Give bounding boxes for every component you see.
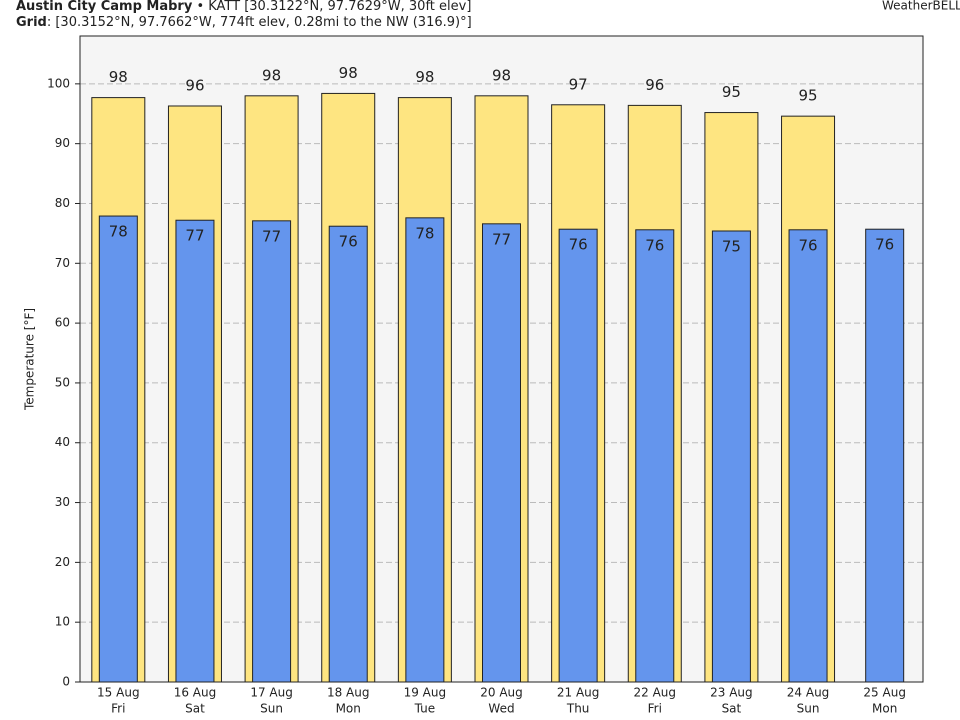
value-label: 76 (798, 236, 817, 254)
x-tick-label: 23 Aug (710, 686, 753, 700)
grid-line-text: Grid: [30.3152°N, 97.7662°W, 774ft elev,… (16, 15, 472, 30)
bar (252, 220, 292, 683)
x-tick-label: 20 Aug (480, 686, 523, 700)
value-label: 78 (415, 224, 434, 242)
bar (788, 229, 828, 683)
y-tick-label: 90 (55, 136, 70, 150)
x-tick-label: 15 Aug (97, 686, 140, 700)
x-tick-sublabel: Sat (722, 702, 742, 716)
y-tick-label: 20 (55, 555, 70, 569)
x-tick-label: 16 Aug (174, 686, 217, 700)
value-label: 96 (185, 76, 204, 94)
x-tick-sublabel: Thu (566, 702, 590, 716)
logo: WeatherBELL (882, 0, 960, 13)
y-tick-label: 0 (62, 675, 70, 689)
value-label: 98 (109, 68, 128, 86)
y-tick-label: 40 (55, 435, 70, 449)
bar (711, 230, 751, 683)
x-tick-label: 21 Aug (557, 686, 600, 700)
x-tick-label: 18 Aug (327, 686, 370, 700)
y-tick-label: 70 (55, 256, 70, 270)
value-label: 97 (569, 75, 588, 93)
grid-key: Grid (16, 15, 47, 30)
x-tick-sublabel: Tue (414, 702, 436, 716)
value-label: 76 (569, 236, 588, 254)
station-name: Austin City Camp Mabry (16, 0, 193, 14)
bar (482, 223, 521, 683)
bar (635, 229, 675, 683)
value-label: 76 (875, 236, 894, 254)
y-tick-label: 60 (55, 316, 70, 330)
x-tick-sublabel: Mon (872, 702, 897, 716)
plot-border (79, 35, 924, 683)
x-tick-label: 24 Aug (787, 686, 830, 700)
bar (175, 219, 215, 683)
value-label: 78 (109, 223, 128, 241)
value-label: 95 (722, 83, 741, 101)
value-label: 96 (645, 76, 664, 94)
value-label: 77 (492, 230, 511, 248)
x-tick-sublabel: Fri (111, 702, 125, 716)
value-label: 95 (798, 87, 817, 105)
y-tick-label: 100 (47, 76, 70, 90)
y-axis-label: Temperature [°F] (23, 308, 37, 411)
bar (405, 217, 445, 683)
value-label: 76 (645, 236, 664, 254)
value-label: 98 (415, 68, 434, 86)
bar (558, 228, 598, 683)
bar (328, 225, 368, 683)
y-tick-label: 50 (55, 375, 70, 389)
value-label: 77 (185, 227, 204, 245)
y-tick-label: 30 (55, 495, 70, 509)
x-tick-sublabel: Sat (185, 702, 205, 716)
x-tick-label: 19 Aug (404, 686, 447, 700)
station-info: • KATT [30.3122°N, 97.7629°W, 30ft elev] (192, 0, 471, 14)
bar (865, 228, 905, 683)
x-tick-sublabel: Mon (336, 702, 361, 716)
x-tick-sublabel: Sun (797, 702, 820, 716)
x-tick-sublabel: Wed (488, 702, 514, 716)
value-label: 75 (722, 237, 741, 255)
grid-info: : [30.3152°N, 97.7662°W, 774ft elev, 0.2… (47, 15, 472, 30)
value-label: 98 (492, 66, 511, 84)
x-tick-label: 25 Aug (863, 686, 906, 700)
x-tick-label: 17 Aug (250, 686, 293, 700)
y-tick-label: 80 (55, 196, 70, 210)
y-tick-label: 10 (55, 615, 70, 629)
value-label: 98 (262, 66, 281, 84)
x-tick-sublabel: Sun (260, 702, 283, 716)
x-tick-label: 22 Aug (634, 686, 677, 700)
x-tick-sublabel: Fri (648, 702, 662, 716)
value-label: 77 (262, 227, 281, 245)
bar (98, 215, 138, 683)
header-line: Austin City Camp Mabry • KATT [30.3122°N… (16, 0, 471, 14)
value-label: 98 (339, 64, 358, 82)
value-label: 76 (339, 233, 358, 251)
